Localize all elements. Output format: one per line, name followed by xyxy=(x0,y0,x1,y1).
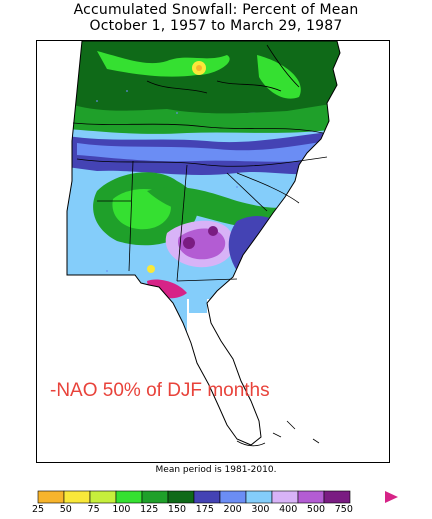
colorbar-tick-label: 750 xyxy=(334,504,353,515)
colorbar-tick-label: 500 xyxy=(306,504,326,515)
field-150-175-coast xyxy=(228,216,287,271)
colorbar-tick-label: 100 xyxy=(112,504,131,515)
field-400-500 xyxy=(177,228,226,260)
field-125-150-north xyxy=(67,41,340,118)
map-title: Accumulated Snowfall: Percent of Mean xyxy=(73,2,359,18)
field-75-100-south xyxy=(112,188,171,230)
field-200-300-florida xyxy=(189,299,207,313)
colorbar-arrow xyxy=(385,491,398,503)
colorbar-swatch xyxy=(115,490,143,504)
colorbar-tick-label: 400 xyxy=(279,504,298,515)
colorbar-tick-label: 300 xyxy=(251,504,270,515)
colorbar-swatch xyxy=(193,490,221,504)
colorbar-tick-label: 150 xyxy=(167,504,187,515)
snowfall-map xyxy=(66,41,341,447)
field-25-50-gulf xyxy=(147,265,155,273)
map-date-range: October 1, 1957 to March 29, 1987 xyxy=(89,18,343,34)
field-500-750-east xyxy=(208,226,218,236)
colorbar-swatch xyxy=(219,490,247,504)
colorbar-swatch xyxy=(167,490,195,504)
colorbar-swatch xyxy=(245,490,273,504)
colorbar xyxy=(37,490,398,504)
colorbar-swatch xyxy=(141,490,169,504)
colorbar-tick-label: 75 xyxy=(87,504,100,515)
colorbar-swatch xyxy=(37,490,65,504)
colorbar-tick-label: 200 xyxy=(223,504,242,515)
colorbar-tick-label: 25 xyxy=(31,504,45,515)
field-175-200 xyxy=(77,141,327,162)
colorbar-swatch xyxy=(271,490,299,504)
colorbar-swatch xyxy=(297,490,325,504)
field-100-125-north xyxy=(67,103,337,134)
colorbar-tick-label: 125 xyxy=(140,504,159,515)
keys xyxy=(236,420,320,447)
field-75-100-east xyxy=(257,55,301,99)
field-dots xyxy=(96,90,248,272)
field-500-750-west xyxy=(183,237,195,249)
colorbar-swatch xyxy=(63,490,91,504)
nao-annotation: -NAO 50% of DJF months xyxy=(50,380,270,401)
colorbar-swatch xyxy=(89,490,117,504)
colorbar-tick-label: 175 xyxy=(195,504,214,515)
state-borders xyxy=(72,44,328,282)
map-panel xyxy=(36,40,390,463)
colorbar-swatch xyxy=(323,490,351,504)
field-under-25-spot xyxy=(196,65,202,71)
colorbar-tick-label: 50 xyxy=(59,504,72,515)
coastline xyxy=(66,41,341,446)
mean-period-note: Mean period is 1981-2010. xyxy=(155,465,277,475)
